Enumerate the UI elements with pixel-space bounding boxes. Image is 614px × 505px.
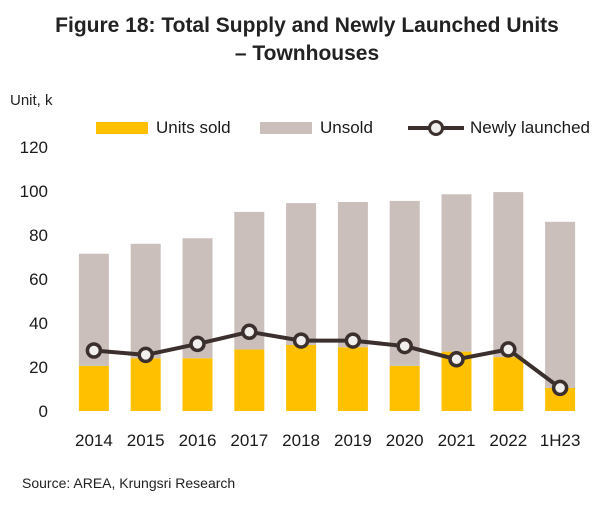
y-tick-label: 80 <box>29 226 48 245</box>
bar-unsold <box>337 202 368 348</box>
legend-item-unsold: Unsold <box>260 118 373 138</box>
bar-unsold <box>441 194 472 352</box>
bar-units-sold <box>389 365 420 411</box>
point-newly-launched <box>292 332 310 349</box>
legend-item-newly-launched: Newly launched <box>408 118 590 138</box>
legend-item-units-sold: Units sold <box>96 118 231 138</box>
bar-units-sold <box>78 365 109 411</box>
bar-units-sold <box>130 358 161 411</box>
x-tick-label: 2017 <box>230 431 268 450</box>
line-newly-launched <box>93 329 562 390</box>
point-newly-launched <box>500 341 517 358</box>
y-tick-label: 100 <box>20 182 48 201</box>
bar-units-sold <box>493 357 524 411</box>
bar-units-sold <box>182 358 213 411</box>
chart-title: Figure 18: Total Supply and Newly Launch… <box>0 12 614 68</box>
bar-units-sold <box>337 347 368 411</box>
bar-units-sold <box>286 345 317 411</box>
x-tick-label: 2015 <box>127 431 165 450</box>
chart-title-line-1: Figure 18: Total Supply and Newly Launch… <box>55 14 559 37</box>
legend-label-newly-launched: Newly launched <box>470 118 591 137</box>
point-newly-launched <box>448 351 465 368</box>
y-tick-label: 60 <box>29 270 48 289</box>
x-tick-label: 2018 <box>282 431 320 450</box>
x-tick-label: 2016 <box>179 431 217 450</box>
bar-unsold <box>545 221 576 388</box>
point-newly-launched <box>137 346 154 364</box>
bar-unsold <box>130 243 161 359</box>
point-newly-launched <box>85 342 103 359</box>
point-newly-launched <box>551 379 569 397</box>
legend-swatch-units-sold <box>96 122 148 134</box>
x-tick-label: 2022 <box>489 431 527 450</box>
legend-label-unsold: Unsold <box>320 118 373 137</box>
x-tick-label: 2019 <box>334 431 372 450</box>
source-note: Source: AREA, Krungsri Research <box>22 475 236 491</box>
legend-swatch-unsold <box>260 122 312 134</box>
bar-unsold <box>286 203 317 345</box>
y-axis-unit-label: Unit, k <box>10 92 53 109</box>
x-tick-label: 2020 <box>386 431 424 450</box>
legend-swatch-newly-launched <box>408 120 464 136</box>
point-newly-launched <box>241 323 258 341</box>
bar-units-sold <box>545 387 576 411</box>
y-tick-label: 120 <box>20 138 48 157</box>
point-newly-launched <box>189 335 206 353</box>
bar-unsold <box>493 192 524 358</box>
x-tick-label: 1H23 <box>540 431 581 450</box>
x-tick-label: 2014 <box>75 431 113 450</box>
chart-title-line-2: – Townhouses <box>234 42 380 65</box>
y-tick-label: 40 <box>29 314 48 333</box>
bar-units-sold <box>234 349 265 411</box>
y-tick-label: 0 <box>39 402 48 421</box>
point-newly-launched <box>396 337 413 355</box>
legend-label-units-sold: Units sold <box>156 118 231 137</box>
legend-marker-icon <box>428 120 444 136</box>
point-newly-launched <box>344 332 362 349</box>
x-tick-label: 2021 <box>438 431 476 450</box>
y-tick-label: 20 <box>29 358 48 377</box>
